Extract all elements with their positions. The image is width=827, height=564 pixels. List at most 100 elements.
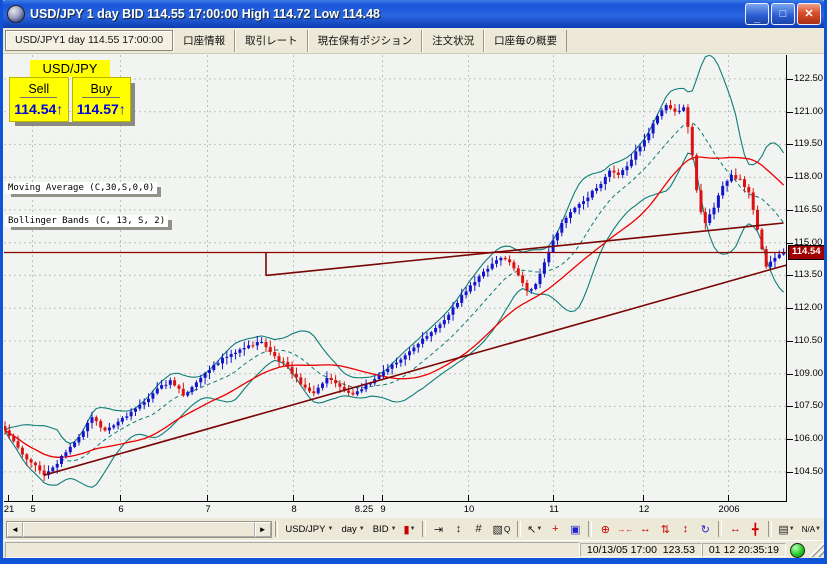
time-axis: 21 5 6 7 8 8.25 9 10 11 12 2006 [4,503,787,518]
overlay-select[interactable]: N/A ▼ [798,519,824,539]
sell-price: 114.54 [14,101,57,117]
scroll-to-end-button[interactable]: ⇥ [429,519,449,539]
y-axis-label: 109.00 [794,367,824,379]
scroll-left-button[interactable]: ◄ [7,521,23,537]
x-axis-label: 11 [549,504,559,515]
zoom-in-icon: ⊕ [600,523,610,536]
y-axis-label: 113.50 [794,269,823,281]
tab-trade-rate[interactable]: 取引レート [235,29,308,52]
quick-zoom-icon: ▧ [492,523,503,536]
expand-vertical-button[interactable]: ↕ [675,519,695,539]
status-rate: 123.53 [662,544,695,556]
zoom-in-button[interactable]: ⊕ [595,519,615,539]
chart-style-button[interactable]: ▮ ▼ [401,519,419,539]
price-chart[interactable]: 114.54 122.50 121.00 119.50 118.00 116.50 115… [3,54,824,518]
maximize-button[interactable]: □ [771,3,795,25]
y-axis-tick [787,177,793,179]
crosshair-tool-icon: + [552,523,559,535]
candlestick-plot[interactable] [4,55,787,502]
y-axis-tick [787,340,793,342]
buy-direction-arrow-icon: ↑ [118,101,126,117]
link-charts-icon: ▣ [570,523,581,536]
chart-style-icon: ▮ [403,523,410,536]
toolbar-separator [588,521,593,537]
side-select[interactable]: BID ▼ [372,523,397,535]
window-title: USD/JPY 1 day BID 114.55 17:00:00 High 1… [30,7,380,21]
tab-bar: USD/JPY1 day 114.55 17:00:00 口座情報 取引レート 現在保… [3,28,824,54]
tab-account-info[interactable]: 口座情報 [173,29,236,52]
link-charts-button[interactable]: ▣ [565,519,585,539]
zoom-reset-icon: ↻ [700,523,710,536]
toolbar-separator [421,521,426,537]
auto-scale-v-button[interactable]: ╋ [745,519,765,539]
auto-scale-h-button[interactable]: ↔ [725,519,745,539]
y-axis-label: 115.00 [794,236,823,248]
x-axis-label: 5 [30,504,36,515]
x-axis-label: 8 [291,504,297,515]
grid-toggle-icon: # [475,523,482,535]
scroll-right-button[interactable]: ► [254,521,271,537]
zoom-reset-button[interactable]: ↻ [695,519,715,539]
y-axis-tick [787,275,793,277]
auto-scale-v-icon: ╋ [752,523,759,536]
y-axis-tick [787,111,793,113]
tab-chart[interactable]: USD/JPY1 day 114.55 17:00:00 [5,30,174,51]
y-axis-tick [787,209,793,211]
app-icon[interactable] [7,5,25,23]
moving-average-legend[interactable]: Moving Average (C,30,S,0,0) [5,182,158,194]
grid-toggle-button[interactable]: # [469,519,489,539]
buy-button[interactable]: Buy 114.57↑ [71,77,131,122]
chevron-down-icon: ▼ [536,526,543,532]
compress-horizontal-button[interactable]: →← [615,519,635,539]
overlay-select-label: N/A [801,524,816,534]
y-axis-tick [787,308,793,310]
horizontal-scrollbar[interactable]: ◄ ► [6,520,272,538]
tab-order-status[interactable]: 注文状況 [422,29,485,52]
x-axis-label: 12 [638,504,650,515]
sell-direction-arrow-icon: ↑ [56,101,64,117]
crosshair-tool-button[interactable]: + [545,519,565,539]
y-axis-label: 121.00 [794,105,824,117]
template-icon: ▤ [778,523,789,536]
y-axis-label: 110.50 [794,334,823,346]
toolbar-separator [718,521,723,537]
tab-open-positions[interactable]: 現在保有ポジション [307,29,423,52]
tab-account-summary[interactable]: 口座毎の概要 [484,29,568,52]
compress-vertical-button[interactable]: ⇅ [655,519,675,539]
chart-tools: ▮ ▼ ⇥ ↕ # ▧ Q ↖ ▼ + ▣ ⊕ →← ↔ ⇅ ↕ ↻ ↔ ╋ ▤ ▼ N/A ▼ [401,519,824,539]
chevron-down-icon: ▼ [327,526,334,532]
template-button[interactable]: ▤ ▼ [775,519,797,539]
resize-grip-icon[interactable] [810,543,824,557]
auto-scale-h-icon: ↔ [729,523,741,535]
status-bar: 10/13/05 17:00 123.53 01 12 20:35:19 [3,540,824,558]
close-button[interactable]: ✕ [797,3,821,25]
scrollbar-thumb[interactable] [23,521,255,537]
expand-vertical-icon: ↕ [682,523,689,535]
minimize-button[interactable]: _ [745,3,769,25]
sell-button[interactable]: Sell 114.54↑ [9,77,69,122]
bollinger-bands-legend[interactable]: Bollinger Bands (C, 13, S, 2) [5,215,169,227]
connection-status-led [790,542,805,558]
y-axis-label: 119.50 [794,138,823,150]
expand-horizontal-button[interactable]: ↔ [635,519,655,539]
quick-zoom-button[interactable]: ▧ Q [489,519,515,539]
symbol-select[interactable]: USD/JPY ▼ [285,523,334,535]
chevron-down-icon: ▼ [390,526,397,532]
y-axis-tick [787,406,793,408]
y-axis-label: 112.00 [794,302,823,314]
y-axis-tick [787,471,793,473]
y-axis-label: 122.50 [794,72,824,84]
chevron-down-icon: ▼ [358,526,365,532]
status-last-update: 10/13/05 17:00 [586,544,657,556]
period-select[interactable]: day ▼ [341,523,365,535]
fit-height-button[interactable]: ↕ [449,519,469,539]
x-axis-label: 6 [118,504,124,515]
pointer-tool-button[interactable]: ↖ ▼ [524,519,545,539]
x-axis-label: 10 [463,504,475,515]
y-axis-label: 107.50 [794,400,824,412]
y-axis-label: 106.00 [794,433,824,445]
x-axis-label: 2006 [718,504,740,515]
toolbar-separator [274,521,279,537]
chevron-down-icon: ▼ [788,526,795,532]
